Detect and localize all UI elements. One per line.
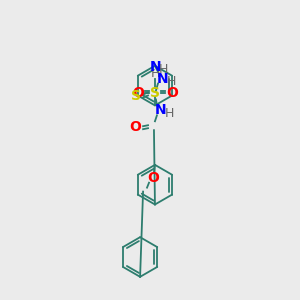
Text: H: H: [167, 75, 176, 88]
Text: O: O: [132, 85, 144, 100]
Text: S: S: [131, 89, 141, 103]
Text: N: N: [150, 60, 162, 74]
Text: O: O: [129, 120, 141, 134]
Text: S: S: [150, 85, 160, 100]
Text: O: O: [166, 85, 178, 100]
Text: N: N: [157, 72, 169, 86]
Text: H: H: [150, 67, 160, 80]
Text: H: H: [165, 107, 175, 120]
Text: H: H: [159, 63, 169, 76]
Text: O: O: [147, 171, 159, 185]
Text: N: N: [155, 103, 167, 117]
